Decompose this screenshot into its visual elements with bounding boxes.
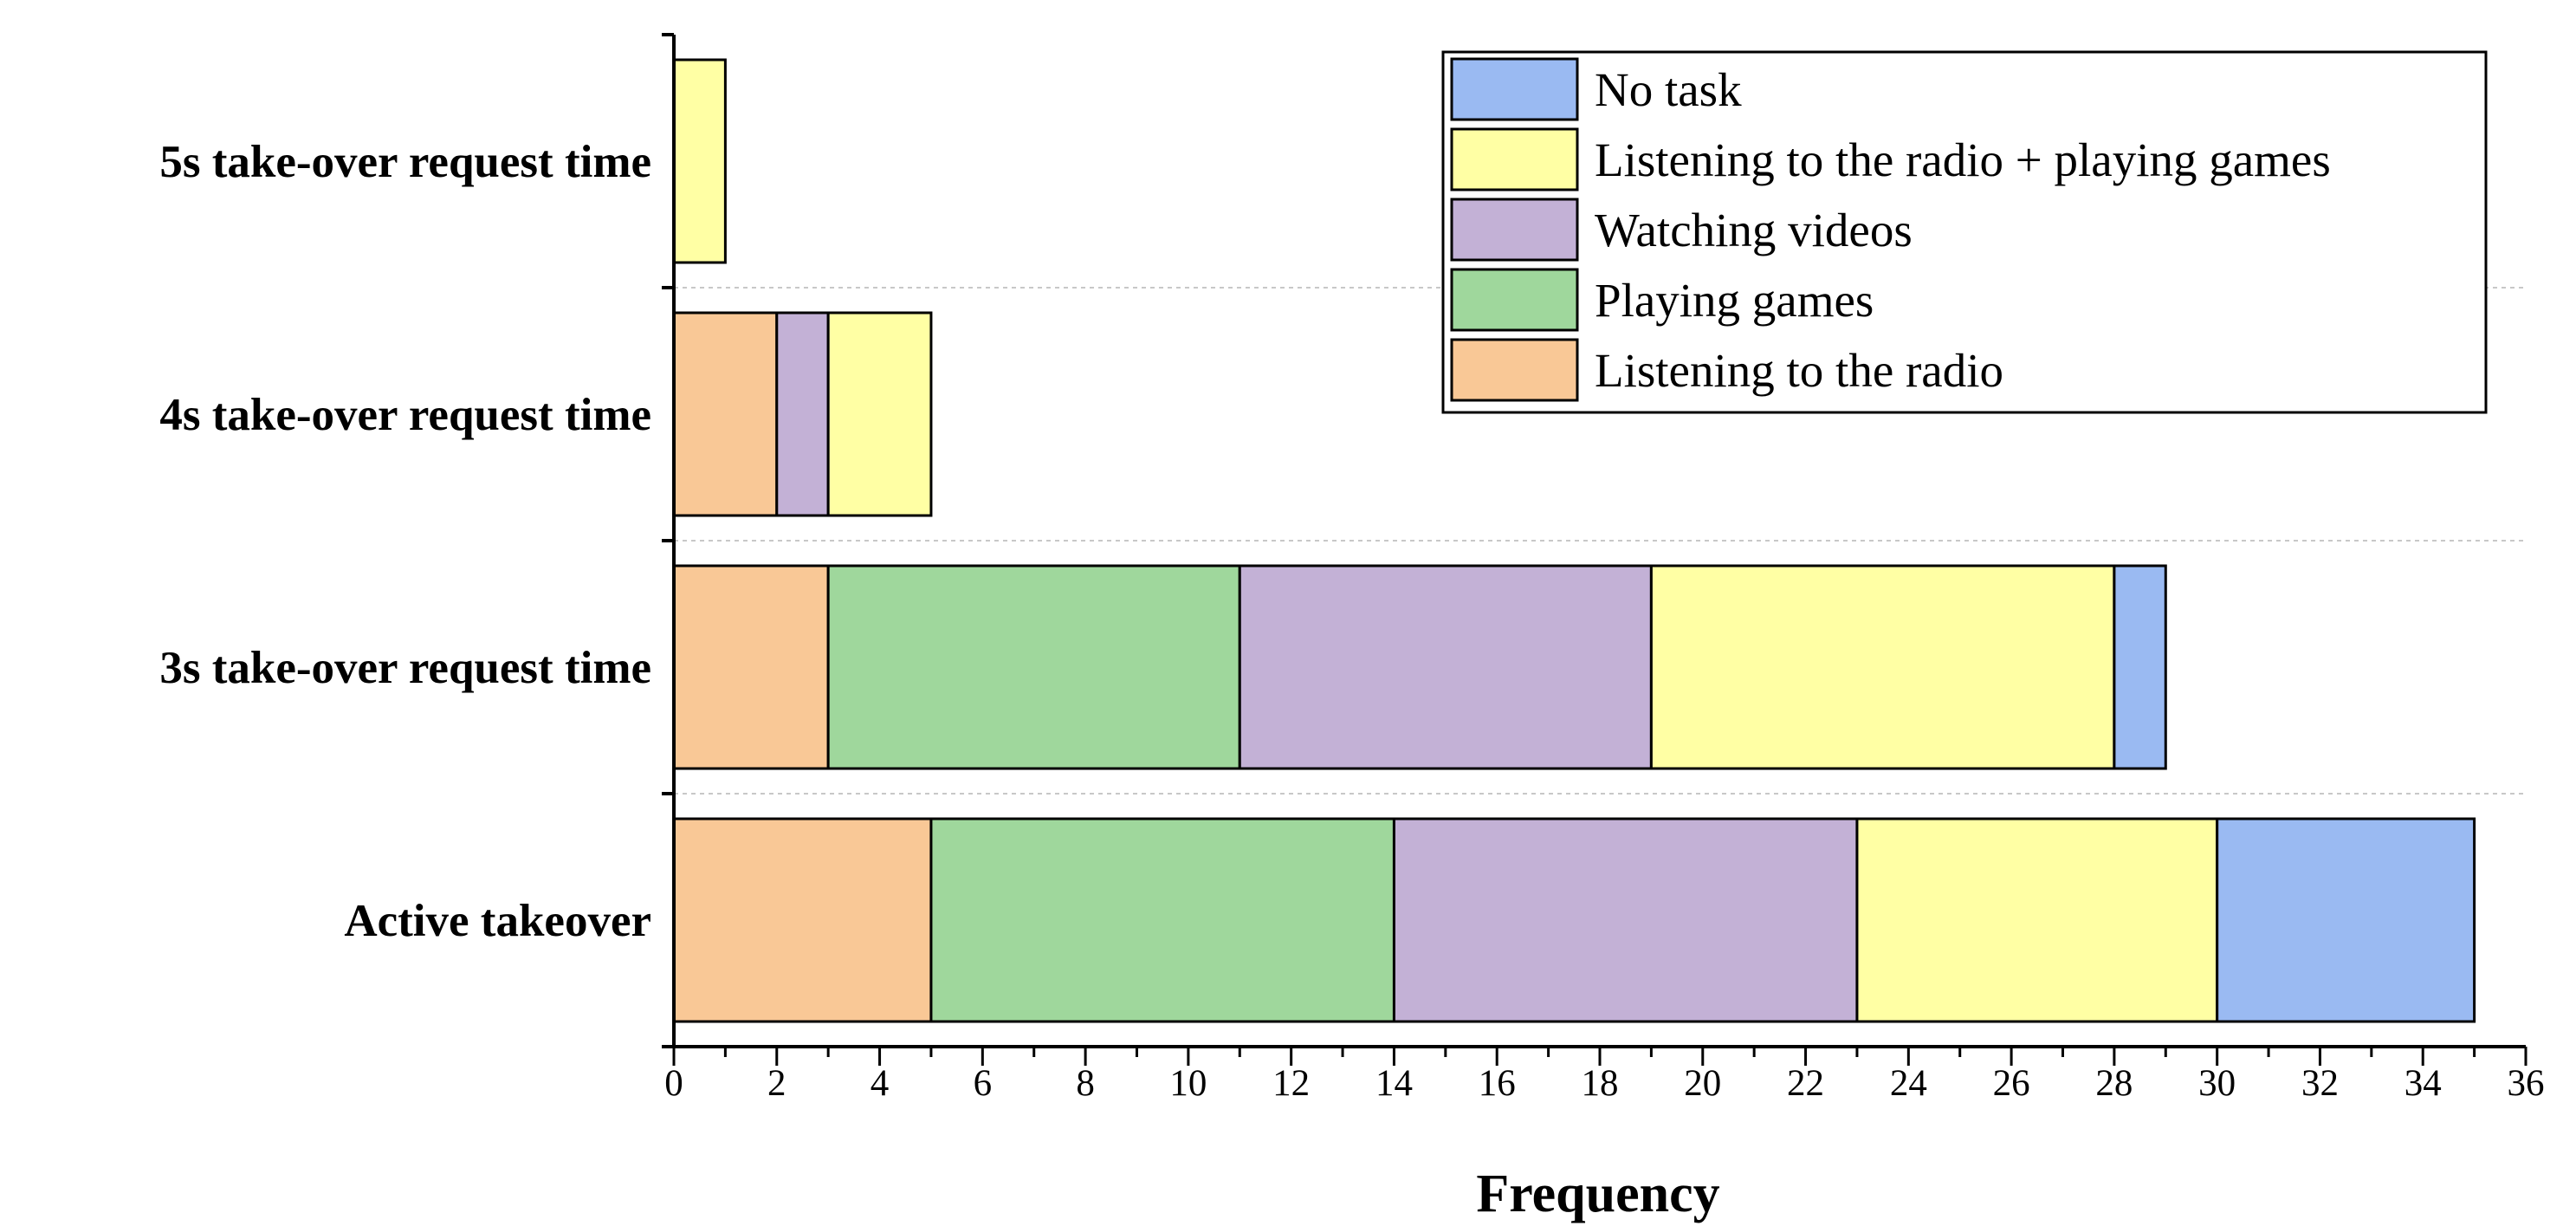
category-label: 5s take-over request time bbox=[159, 137, 651, 187]
x-tick-label: 14 bbox=[1375, 1063, 1413, 1104]
legend-swatch-playing-games bbox=[1450, 268, 1579, 332]
category-label: 3s take-over request time bbox=[159, 643, 651, 693]
x-tick-label: 12 bbox=[1272, 1063, 1310, 1104]
x-tick-label: 34 bbox=[2404, 1063, 2442, 1104]
bar-5s-take-over-request-time-listening-to-the-radio-playing-games bbox=[672, 58, 727, 264]
bar-active-takeover-listening-to-the-radio bbox=[672, 817, 933, 1023]
legend-label-listening-to-the-radio-playing-games: Listening to the radio + playing games bbox=[1595, 133, 2331, 186]
bar-3s-take-over-request-time-listening-to-the-radio bbox=[672, 564, 830, 770]
legend: No task Listening to the radio + playing … bbox=[1441, 50, 2488, 414]
x-tick-label: 8 bbox=[1076, 1063, 1095, 1104]
x-tick-label: 22 bbox=[1787, 1063, 1824, 1104]
bar-4s-take-over-request-time-watching-videos bbox=[775, 311, 830, 517]
x-tick-label: 16 bbox=[1479, 1063, 1516, 1104]
x-axis-title: Frequency bbox=[1476, 1164, 1719, 1223]
legend-label-watching-videos: Watching videos bbox=[1595, 204, 1913, 256]
x-tick-label: 10 bbox=[1169, 1063, 1207, 1104]
legend-label-listening-to-the-radio: Listening to the radio bbox=[1595, 344, 2003, 397]
legend-swatch-no-task bbox=[1450, 57, 1579, 121]
bar-4s-take-over-request-time-listening-to-the-radio-playing-games bbox=[826, 311, 933, 517]
x-tick-label: 2 bbox=[767, 1063, 786, 1104]
bar-3s-take-over-request-time-watching-videos bbox=[1238, 564, 1653, 770]
category-label: 4s take-over request time bbox=[159, 390, 651, 440]
x-tick-label: 24 bbox=[1890, 1063, 1927, 1104]
x-tick-label: 0 bbox=[664, 1063, 683, 1104]
category-labels: Active takeover 3s take-over request time… bbox=[159, 137, 651, 946]
bar-3s-take-over-request-time-playing-games bbox=[826, 564, 1241, 770]
x-tick-label: 36 bbox=[2508, 1063, 2545, 1104]
category-label: Active takeover bbox=[344, 896, 651, 946]
bar-active-takeover-listening-to-the-radio-playing-games bbox=[1855, 817, 2219, 1023]
legend-box bbox=[1441, 50, 2488, 414]
axes bbox=[662, 33, 2527, 1066]
x-tick-label: 28 bbox=[2095, 1063, 2133, 1104]
x-tick-labels: 0 2 4 6 8 10 12 14 16 18 20 22 24 26 28 30 32 34 36 bbox=[664, 1063, 2544, 1104]
x-tick-label: 32 bbox=[2301, 1063, 2339, 1104]
x-tick-label: 26 bbox=[1993, 1063, 2030, 1104]
x-tick-label: 30 bbox=[2198, 1063, 2236, 1104]
bar-active-takeover-playing-games bbox=[929, 817, 1395, 1023]
bar-active-takeover-watching-videos bbox=[1392, 817, 1859, 1023]
x-tick-label: 6 bbox=[974, 1063, 993, 1104]
legend-swatch-listening-to-the-radio bbox=[1450, 338, 1579, 402]
x-tick-label: 20 bbox=[1684, 1063, 1721, 1104]
legend-swatch-listening-to-the-radio-playing-games bbox=[1450, 127, 1579, 191]
legend-label-playing-games: Playing games bbox=[1595, 274, 1874, 327]
bar-3s-take-over-request-time-no-task bbox=[2113, 564, 2167, 770]
bar-4s-take-over-request-time-listening-to-the-radio bbox=[672, 311, 779, 517]
x-tick-label: 18 bbox=[1582, 1063, 1619, 1104]
bar-3s-take-over-request-time-listening-to-the-radio-playing-games bbox=[1649, 564, 2116, 770]
x-tick-label: 4 bbox=[871, 1063, 890, 1104]
legend-label-no-task: No task bbox=[1595, 63, 1742, 116]
bar-active-takeover-no-task bbox=[2216, 817, 2476, 1023]
legend-swatch-watching-videos bbox=[1450, 198, 1579, 262]
bars bbox=[672, 58, 2476, 1023]
